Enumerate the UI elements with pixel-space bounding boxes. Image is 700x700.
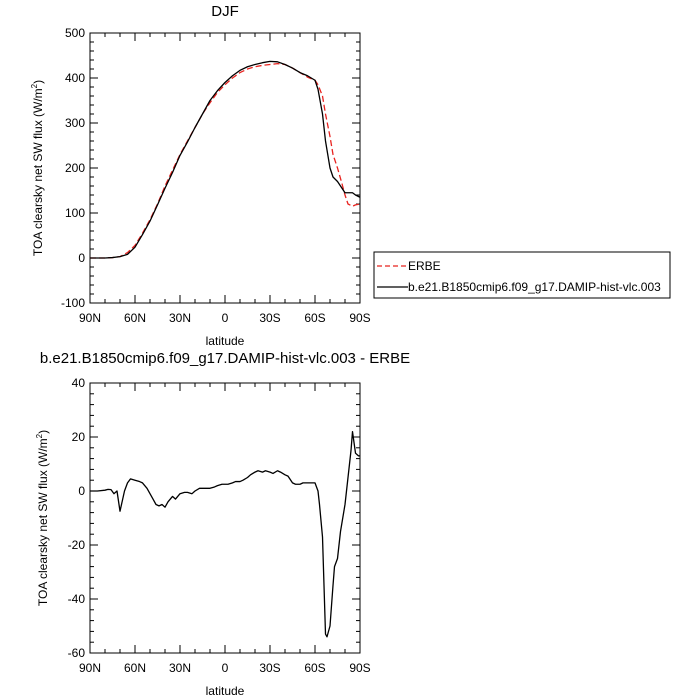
top-series-line-1 (90, 60, 361, 259)
top-x-tick-label: 60S (304, 311, 325, 325)
top-y-axis-title-sup: 2 (30, 83, 39, 88)
bottom-x-tick-label: 0 (222, 661, 229, 675)
top-x-tick-label: 30N (169, 311, 191, 325)
bottom-x-axis-title: latitude (206, 684, 245, 698)
top-y-tick-label: 500 (65, 26, 85, 40)
bottom-y-tick-label: 40 (72, 376, 86, 390)
top-x-tick-label: 30S (259, 311, 280, 325)
top-x-tick-label: 90S (349, 311, 370, 325)
top-x-tick-label: 0 (222, 311, 229, 325)
top-y-tick-label: 0 (78, 251, 85, 265)
top-y-tick-label: 300 (65, 116, 85, 130)
top-y-axis-title-main: TOA clearsky net SW flux (W/m (31, 88, 45, 256)
top-axes-ticks (89, 32, 361, 304)
top-y-tick-label: 100 (65, 206, 85, 220)
top-series-group (90, 60, 361, 259)
top-series-line-0 (90, 62, 361, 259)
top-plot-frame (89, 32, 361, 304)
top-y-axis-title: TOA clearsky net SW flux (W/m2) (30, 80, 45, 256)
bottom-y-tick-label: -40 (68, 592, 86, 606)
bottom-x-tick-label: 90S (349, 661, 370, 675)
bottom-plot-frame (89, 382, 361, 654)
bottom-panel-title: b.e21.B1850cmip6.f09_g17.DAMIP-hist-vlc.… (40, 350, 410, 367)
bottom-axes-ticks (89, 382, 361, 654)
bottom-y-tick-label: 20 (72, 430, 86, 444)
bottom-x-tick-label: 60S (304, 661, 325, 675)
top-y-tick-label: -100 (61, 296, 85, 310)
bottom-x-tick-label: 30S (259, 661, 280, 675)
bottom-y-axis-title-sup: 2 (35, 433, 44, 438)
bottom-x-tick-label: 60N (124, 661, 146, 675)
top-axes-tick-labels: 90N 60N 30N 0 30S 60S 90S -100 0 100 200 300 400 500 (61, 26, 371, 325)
bottom-series-line-0 (90, 430, 360, 638)
bottom-series-group (90, 430, 360, 638)
top-x-tick-label: 60N (124, 311, 146, 325)
legend-label-model: b.e21.B1850cmip6.f09_g17.DAMIP-hist-vlc.… (408, 280, 661, 294)
top-y-tick-label: 200 (65, 161, 85, 175)
bottom-y-tick-label: -20 (68, 538, 86, 552)
top-y-tick-label: 400 (65, 71, 85, 85)
top-panel: DJF 90N 60N 30N 0 30S 60S 90S -100 0 100 200 300 400… (30, 3, 371, 348)
legend-label-erbe: ERBE (408, 259, 441, 273)
top-y-axis-title-end: ) (31, 80, 45, 84)
legend-box (373, 251, 671, 299)
bottom-y-axis-title-main: TOA clearsky net SW flux (W/m (36, 438, 50, 606)
bottom-axes-tick-labels: 90N 60N 30N 0 30S 60S 90S -60 -40 -20 0 20 40 (68, 376, 371, 675)
bottom-x-tick-label: 90N (79, 661, 101, 675)
bottom-x-tick-label: 30N (169, 661, 191, 675)
top-x-axis-title: latitude (206, 334, 245, 348)
top-x-tick-label: 90N (79, 311, 101, 325)
bottom-panel: b.e21.B1850cmip6.f09_g17.DAMIP-hist-vlc.… (35, 350, 410, 698)
bottom-y-tick-label: -60 (68, 646, 86, 660)
legend: ERBE b.e21.B1850cmip6.f09_g17.DAMIP-hist… (373, 251, 671, 299)
bottom-y-axis-title: TOA clearsky net SW flux (W/m2) (35, 430, 50, 606)
bottom-y-axis-title-end: ) (36, 430, 50, 434)
bottom-y-tick-label: 0 (78, 484, 85, 498)
top-panel-title: DJF (211, 3, 239, 20)
